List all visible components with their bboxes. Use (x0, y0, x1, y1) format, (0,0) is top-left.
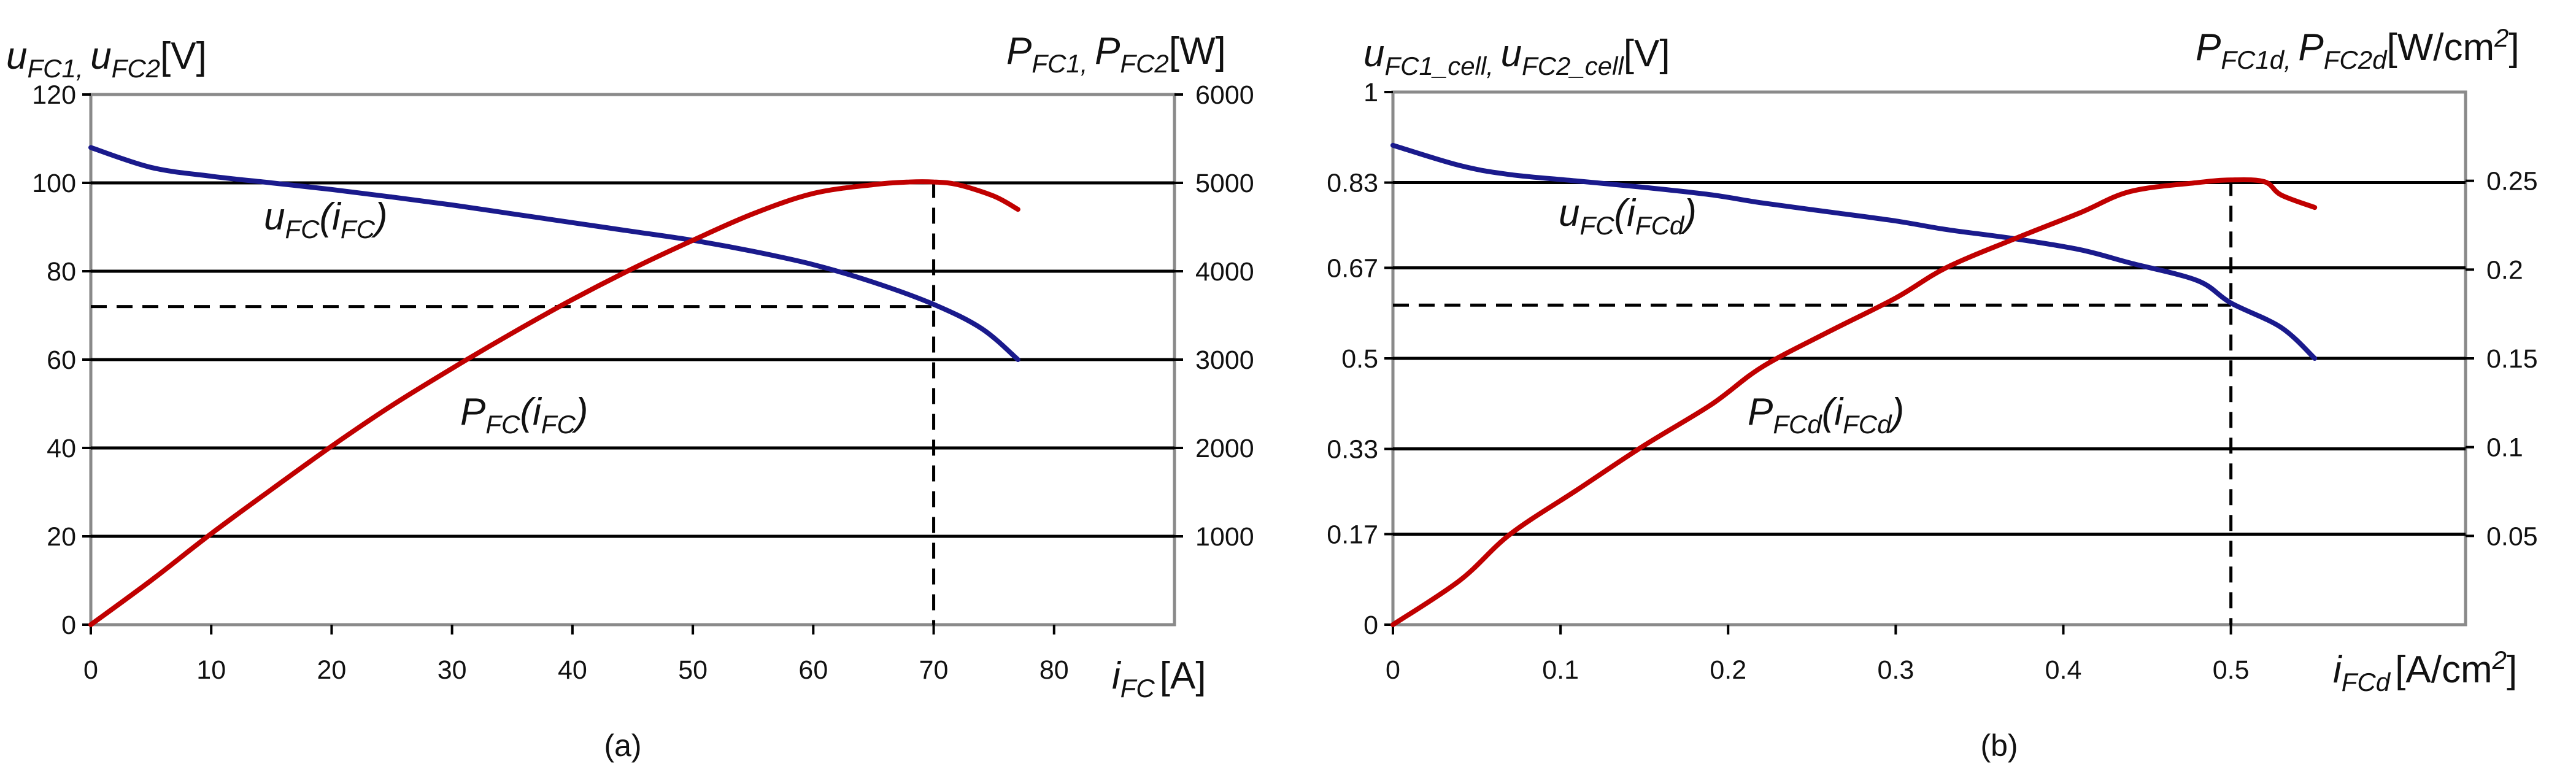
panel-caption: (a) (604, 728, 641, 763)
panel-b: 0 0.17 0.33 0.5 0.67 0.83 1 0.05 0.1 0.15 0.2 0.25 0… (1327, 23, 2537, 763)
x-tick-label: 0.2 (1710, 655, 1746, 685)
x-tick-label: 50 (678, 655, 708, 685)
x-tick-label: 20 (317, 655, 347, 685)
y-left-tick-label: 0.33 (1327, 435, 1378, 465)
panel-a: 0 20 40 60 80 100 120 1000 2000 3000 4000 5000 6000 0… (6, 30, 1254, 763)
y-left-tick-label: 0.17 (1327, 520, 1378, 549)
y-left-tick-label: 60 (47, 345, 76, 375)
y-right-tick-label: 2000 (1195, 434, 1254, 463)
y-right-axis-title: PFC1, PFC2[W] (1006, 30, 1226, 78)
power-curve (1390, 177, 2318, 627)
x-tick-label: 30 (438, 655, 467, 685)
y-left-tick-label: 0 (61, 611, 76, 640)
y-right-tick-label: 1000 (1195, 522, 1254, 552)
x-tick-label: 40 (558, 655, 587, 685)
y-right-tick-label: 4000 (1195, 257, 1254, 287)
y-left-tick-label: 120 (32, 80, 76, 110)
y-right-tick-label: 5000 (1195, 169, 1254, 198)
y-left-tick-label: 20 (47, 522, 76, 552)
panel-caption: (b) (1980, 728, 2018, 763)
x-tick-label: 0 (83, 655, 98, 685)
x-tick-label: 10 (196, 655, 226, 685)
x-tick-label: 70 (919, 655, 949, 685)
voltage-curve (88, 145, 1020, 362)
y-right-tick-label: 3000 (1195, 345, 1254, 375)
x-tick-label: 0.1 (1542, 655, 1579, 685)
y-right-tick-label: 0.05 (2486, 522, 2538, 551)
y-left-tick-label: 100 (32, 169, 76, 198)
voltage-curve-label: uFC(iFC) (264, 196, 388, 244)
y-right-tick-label: 0.1 (2486, 433, 2523, 463)
y-left-tick-label: 1 (1363, 78, 1378, 107)
x-tick-label: 0.4 (2045, 655, 2082, 685)
voltage-curve (1390, 142, 2318, 361)
x-tick-label: 0.3 (1877, 655, 1914, 685)
y-left-tick-label: 0.67 (1327, 253, 1378, 283)
y-right-tick-label: 0.25 (2486, 167, 2538, 196)
x-tick-label: 60 (798, 655, 828, 685)
x-tick-label: 0.5 (2213, 655, 2250, 685)
power-curve (88, 179, 1020, 627)
voltage-curve-label: uFC(iFCd) (1559, 192, 1697, 240)
y-left-tick-label: 0.5 (1341, 344, 1378, 374)
y-left-tick-label: 0.83 (1327, 169, 1378, 198)
y-right-tick-label: 6000 (1195, 80, 1254, 110)
power-curve-label: PFC(iFC) (460, 391, 588, 439)
y-left-tick-label: 80 (47, 257, 76, 287)
y-left-axis-title: uFC1_cell, uFC2_cell[V] (1363, 33, 1670, 80)
x-axis-title: iFCd [A/cm2] (2333, 646, 2517, 696)
x-tick-label: 0 (1386, 655, 1400, 685)
y-left-tick-label: 40 (47, 434, 76, 463)
y-left-tick-label: 0 (1363, 611, 1378, 640)
y-left-axis-title: uFC1, uFC2[V] (6, 35, 207, 83)
x-axis-title: iFC [A] (1112, 655, 1206, 703)
y-right-tick-label: 0.2 (2486, 255, 2523, 285)
y-right-tick-label: 0.15 (2486, 344, 2538, 374)
x-tick-label: 80 (1039, 655, 1069, 685)
y-right-axis-title: PFC1d, PFC2d[W/cm2] (2196, 23, 2520, 74)
